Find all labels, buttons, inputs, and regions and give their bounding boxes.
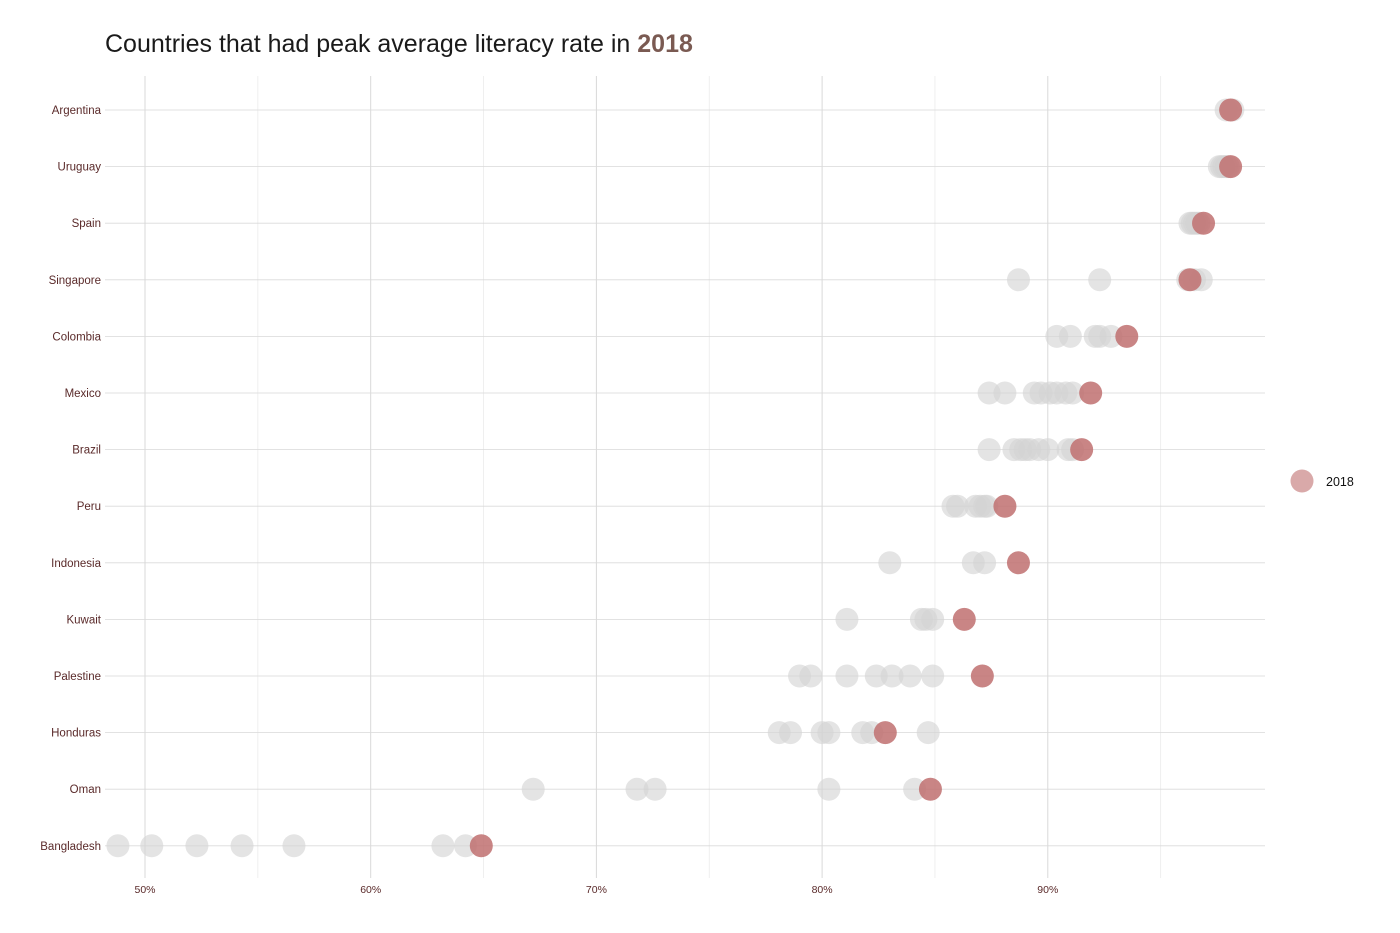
dot-other-oman-1	[625, 777, 649, 801]
dot-other-bangladesh-3	[230, 834, 254, 858]
dot-other-singapore-0	[1006, 268, 1030, 292]
dot-other-oman-3	[817, 777, 841, 801]
dot-other-kuwait-3	[921, 607, 945, 631]
dot-2018-palestine	[970, 664, 994, 688]
y-label-colombia: Colombia	[52, 331, 101, 343]
y-label-indonesia: Indonesia	[51, 558, 101, 570]
dot-other-brazil-6	[1036, 438, 1060, 462]
dot-2018-singapore	[1178, 268, 1202, 292]
y-label-uruguay: Uruguay	[58, 162, 102, 174]
dot-2018-honduras	[873, 721, 897, 745]
x-tick-label-50: 50%	[134, 884, 155, 896]
x-tick-label-60: 60%	[360, 884, 381, 896]
dot-other-bangladesh-0	[106, 834, 130, 858]
y-label-argentina: Argentina	[52, 105, 102, 117]
dot-2018-kuwait	[952, 607, 976, 631]
legend-label-2018: 2018	[1326, 475, 1354, 489]
dot-other-colombia-4	[1099, 324, 1123, 348]
chart-title: Countries that had peak average literacy…	[105, 30, 693, 59]
dot-other-colombia-1	[1058, 324, 1082, 348]
dot-other-bangladesh-4	[282, 834, 306, 858]
dot-other-indonesia-2	[973, 551, 997, 575]
dot-2018-colombia	[1115, 324, 1139, 348]
y-label-spain: Spain	[72, 218, 101, 230]
dot-other-palestine-4	[880, 664, 904, 688]
x-tick-label-80: 80%	[812, 884, 833, 896]
title-highlight-year: 2018	[637, 30, 693, 58]
other-years-dots	[106, 98, 1245, 858]
dot-other-bangladesh-5	[431, 834, 455, 858]
dot-other-bangladesh-1	[140, 834, 164, 858]
dot-other-kuwait-0	[835, 607, 859, 631]
x-axis-labels: 50% 60% 70% 80% 90%	[134, 884, 1058, 896]
y-label-kuwait: Kuwait	[66, 614, 101, 626]
dot-2018-argentina	[1219, 98, 1243, 122]
dot-other-mexico-0	[977, 381, 1001, 405]
dot-other-mexico-7	[1061, 381, 1085, 405]
dot-2018-uruguay	[1219, 155, 1243, 179]
dot-2018-spain	[1192, 211, 1216, 235]
legend: 2018	[1290, 469, 1354, 493]
grid-lines	[105, 76, 1265, 878]
legend-swatch-2018	[1290, 469, 1314, 493]
dot-other-palestine-2	[835, 664, 859, 688]
dot-2018-brazil	[1070, 438, 1094, 462]
dot-other-honduras-1	[779, 721, 803, 745]
dot-2018-oman	[918, 777, 942, 801]
dot-other-honduras-3	[817, 721, 841, 745]
title-prefix: Countries that had peak average literacy…	[105, 30, 631, 58]
highlight-year-dots	[469, 98, 1243, 858]
dot-other-indonesia-0	[878, 551, 902, 575]
dot-2018-peru	[993, 494, 1017, 518]
dot-other-oman-4	[903, 777, 927, 801]
y-label-brazil: Brazil	[72, 445, 101, 457]
dot-other-palestine-5	[898, 664, 922, 688]
dot-2018-bangladesh	[469, 834, 493, 858]
dot-other-palestine-6	[921, 664, 945, 688]
dot-other-mexico-1	[993, 381, 1017, 405]
dot-other-honduras-6	[916, 721, 940, 745]
dot-other-palestine-3	[864, 664, 888, 688]
dot-other-bangladesh-2	[185, 834, 209, 858]
y-label-oman: Oman	[70, 784, 101, 796]
x-tick-label-90: 90%	[1037, 884, 1058, 896]
dot-other-palestine-1	[799, 664, 823, 688]
y-label-honduras: Honduras	[51, 728, 101, 740]
y-label-bangladesh: Bangladesh	[40, 841, 101, 853]
dot-other-oman-2	[643, 777, 667, 801]
dot-other-peru-5	[975, 494, 999, 518]
dot-other-bangladesh-6	[453, 834, 477, 858]
dot-other-peru-1	[946, 494, 970, 518]
dot-other-brazil-0	[977, 438, 1001, 462]
y-label-palestine: Palestine	[54, 671, 101, 683]
x-tick-label-70: 70%	[586, 884, 607, 896]
dot-other-oman-0	[521, 777, 545, 801]
y-label-mexico: Mexico	[65, 388, 101, 400]
y-axis-labels: Argentina Uruguay Spain Singapore Colombia Me…	[40, 105, 102, 853]
dot-2018-indonesia	[1006, 551, 1030, 575]
y-label-singapore: Singapore	[49, 275, 101, 287]
y-label-peru: Peru	[77, 501, 101, 513]
dot-2018-mexico	[1079, 381, 1103, 405]
dot-other-singapore-1	[1088, 268, 1112, 292]
